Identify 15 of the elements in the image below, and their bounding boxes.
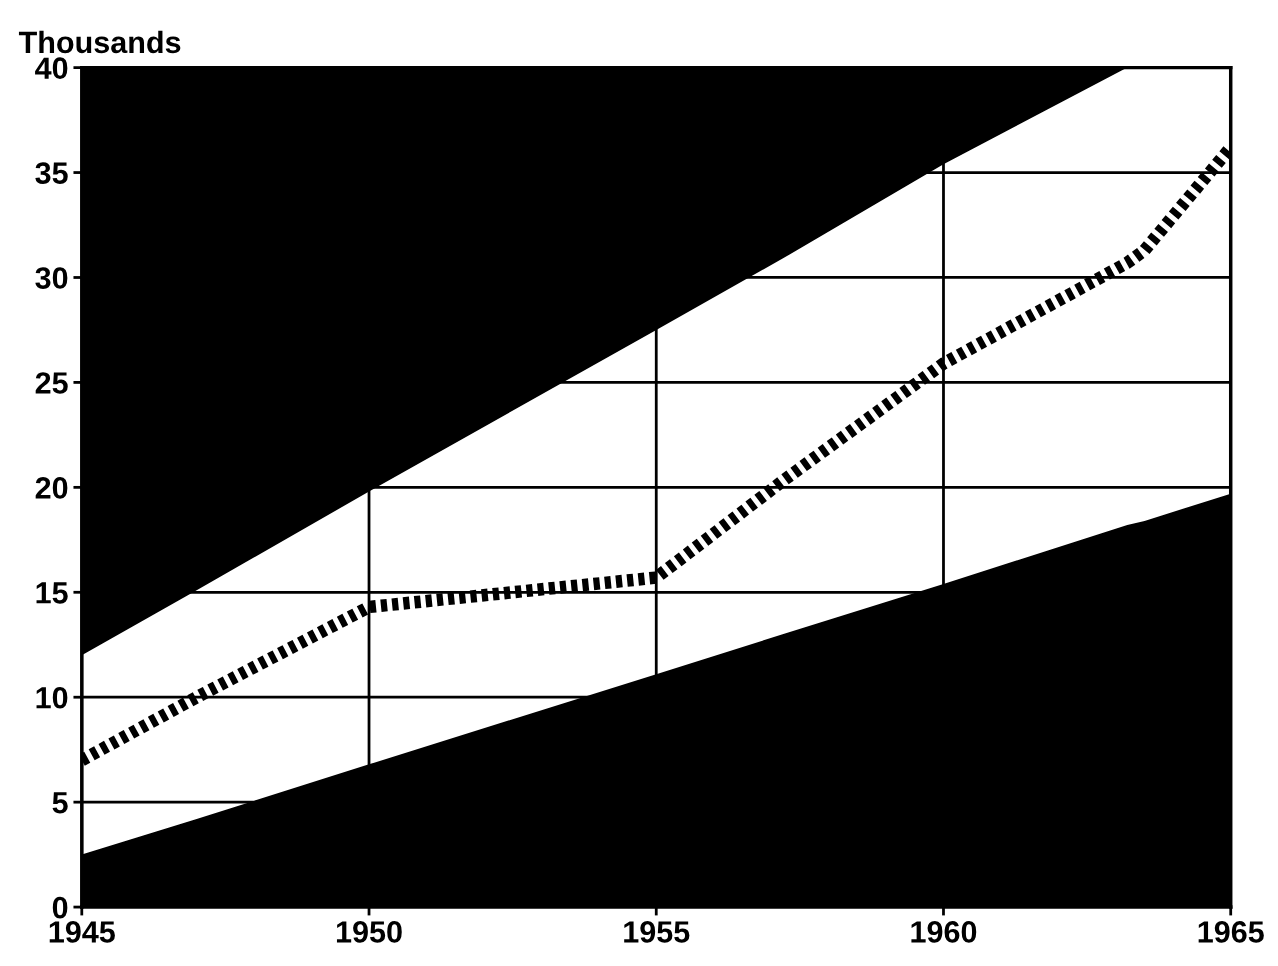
y-tick-label: 5 bbox=[52, 792, 68, 814]
y-tick-label: 25 bbox=[35, 372, 68, 394]
y-tick-label: 20 bbox=[35, 477, 68, 499]
y-tick-label: 30 bbox=[35, 267, 68, 289]
x-tick-label: 1965 bbox=[1198, 921, 1264, 943]
y-axis-title: Thousands bbox=[18, 30, 181, 54]
y-tick-label: 10 bbox=[36, 686, 68, 709]
y-tick-label: 0 bbox=[52, 896, 68, 919]
x-tick-label: 1960 bbox=[911, 921, 977, 943]
y-tick-label: 35 bbox=[35, 162, 68, 184]
x-tick-label: 1950 bbox=[336, 921, 402, 943]
y-tick-label: 15 bbox=[36, 582, 68, 604]
y-tick-label: 40 bbox=[35, 57, 68, 79]
x-tick-label: 1945 bbox=[49, 921, 115, 943]
x-tick-label: 1955 bbox=[624, 921, 690, 943]
